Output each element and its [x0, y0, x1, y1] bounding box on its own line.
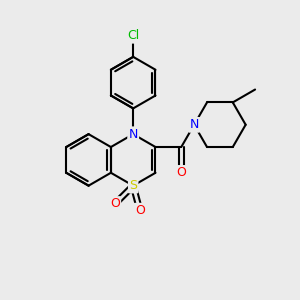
Text: Cl: Cl — [127, 29, 139, 42]
Text: S: S — [129, 179, 137, 192]
Text: O: O — [135, 204, 145, 217]
Text: N: N — [128, 128, 138, 141]
Text: O: O — [110, 197, 120, 210]
Text: N: N — [189, 118, 199, 131]
Text: N: N — [189, 118, 199, 131]
Text: O: O — [176, 166, 186, 179]
